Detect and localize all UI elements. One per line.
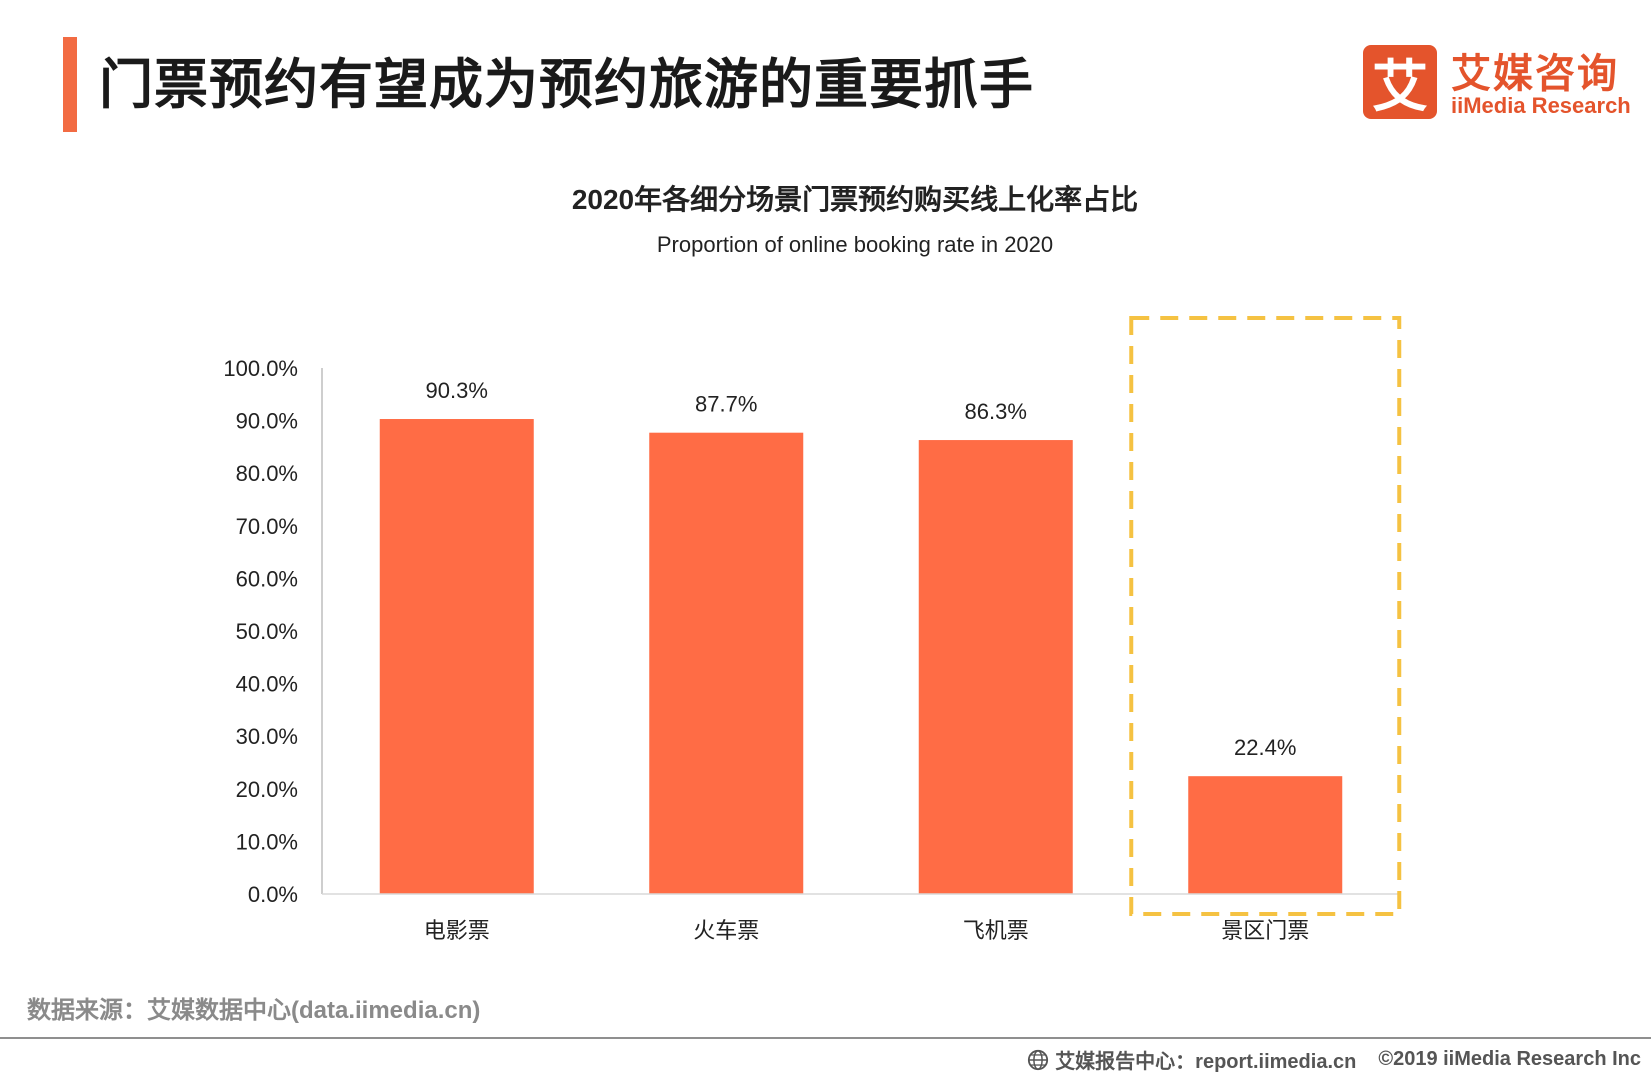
y-axis: 0.0% 10.0% 20.0% 30.0% 40.0% 50.0% 60.0% 70.0% 8… bbox=[223, 356, 323, 907]
bar-3[interactable] bbox=[1188, 776, 1343, 894]
y-tick-label: 30.0% bbox=[236, 724, 298, 749]
footer-divider bbox=[0, 1037, 1651, 1039]
bar-1[interactable] bbox=[649, 432, 804, 894]
y-tick-label: 50.0% bbox=[236, 619, 298, 644]
y-tick-label: 40.0% bbox=[236, 672, 298, 697]
bar-labels: 90.3% 87.7% 86.3% 22.4% bbox=[426, 378, 1297, 760]
bars bbox=[379, 419, 1343, 894]
logo-mark-icon: 艾 bbox=[1363, 45, 1437, 119]
footer-right: 艾媒报告中心：report.iimedia.cn ©2019 iiMedia R… bbox=[1027, 1045, 1641, 1074]
x-tick-label: 电影票 bbox=[424, 918, 490, 943]
logo-name-en: iiMedia Research bbox=[1451, 93, 1631, 118]
y-tick-label: 70.0% bbox=[236, 514, 298, 539]
y-tick-label: 80.0% bbox=[236, 461, 298, 486]
chart-title: 2020年各细分场景门票预约购买线上化率占比 bbox=[571, 184, 1139, 215]
brand-logo[interactable]: 艾 艾媒咨询 iiMedia Research bbox=[1363, 41, 1633, 125]
y-tick-label: 90.0% bbox=[236, 409, 298, 434]
bar-value-label: 90.3% bbox=[426, 378, 488, 403]
highlight-box bbox=[1129, 316, 1402, 916]
y-tick-label: 0.0% bbox=[248, 882, 298, 907]
x-tick-label: 飞机票 bbox=[963, 918, 1029, 943]
highlight-group bbox=[1129, 316, 1402, 916]
bar-value-label: 22.4% bbox=[1234, 735, 1296, 760]
globe-icon bbox=[1028, 1049, 1049, 1070]
title-accent-bar bbox=[63, 37, 77, 132]
chart-subtitle: Proportion of online booking rate in 202… bbox=[656, 232, 1054, 257]
y-tick-label: 100.0% bbox=[223, 356, 298, 381]
page-title: 门票预约有望成为预约旅游的重要抓手 bbox=[99, 55, 1034, 115]
bar-0[interactable] bbox=[379, 419, 534, 894]
y-tick-label: 10.0% bbox=[236, 829, 298, 854]
x-tick-label: 景区门票 bbox=[1221, 918, 1309, 943]
bar-value-label: 86.3% bbox=[965, 399, 1027, 424]
y-tick-label: 60.0% bbox=[236, 566, 298, 591]
report-center-link[interactable]: 艾媒报告中心：report.iimedia.cn bbox=[1055, 1051, 1357, 1073]
y-tick-label: 20.0% bbox=[236, 777, 298, 802]
bar-chart: 0.0% 10.0% 20.0% 30.0% 40.0% 50.0% 60.0% 70.0% 8… bbox=[223, 316, 1402, 943]
x-axis: 电影票 火车票 飞机票 景区门票 bbox=[322, 893, 1400, 943]
x-tick-label: 火车票 bbox=[693, 918, 759, 943]
bar-value-label: 87.7% bbox=[695, 392, 757, 417]
bar-2[interactable] bbox=[918, 440, 1073, 894]
logo-name-cn: 艾媒咨询 bbox=[1451, 52, 1619, 96]
data-source: 数据来源：艾媒数据中心(data.iimedia.cn) bbox=[27, 997, 481, 1024]
copyright: ©2019 iiMedia Research Inc bbox=[1378, 1048, 1641, 1070]
